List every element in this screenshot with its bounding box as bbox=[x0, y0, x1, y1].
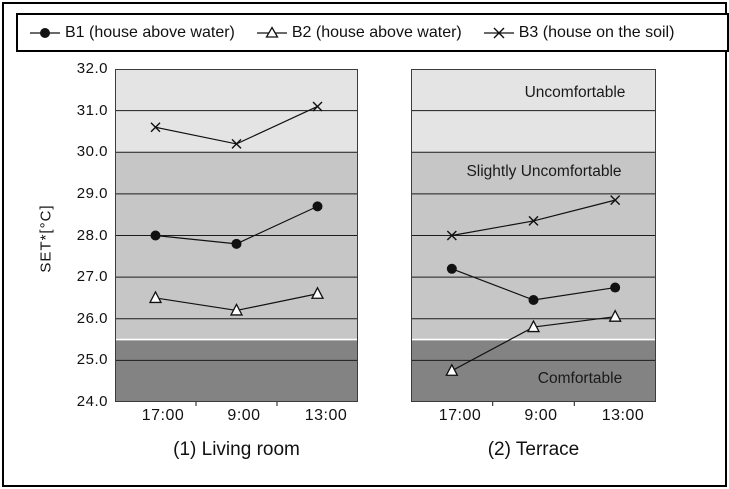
b3-x-cross-marker-icon bbox=[483, 27, 514, 38]
y-tick-label-26.0: 26.0 bbox=[76, 309, 108, 327]
data-point-b2 bbox=[445, 363, 459, 376]
y-tick-label-30.0: 30.0 bbox=[76, 143, 108, 161]
b1-filled-circle-marker-icon bbox=[30, 27, 60, 38]
data-point-b1 bbox=[446, 263, 457, 274]
plot-border bbox=[115, 69, 358, 402]
data-point-b2 bbox=[526, 319, 541, 333]
data-point-b1 bbox=[312, 201, 323, 212]
legend-label-b2: B2 (house above water) bbox=[291, 23, 462, 41]
data-point-b3 bbox=[528, 215, 539, 226]
x-tick-label-terrace-13: 13:00 bbox=[601, 407, 645, 424]
legend-label-b1: B1 (house above water) bbox=[65, 23, 235, 41]
legend-item-b2: B2 (house above water) bbox=[256, 23, 462, 42]
band-label-slightly-uncomfortable: Slightly Uncomfortable bbox=[466, 163, 622, 180]
data-point-b3 bbox=[231, 138, 242, 149]
data-point-b3 bbox=[312, 101, 323, 112]
legend-item-b3: B3 (house on the soil) bbox=[483, 23, 675, 42]
data-point-b1 bbox=[150, 230, 161, 241]
y-tick-label-32.0: 32.0 bbox=[76, 60, 108, 77]
y-tick-label-31.0: 31.0 bbox=[76, 101, 108, 119]
legend-item-b1: B1 (house above water) bbox=[30, 24, 235, 42]
b2-open-triangle-marker-icon bbox=[256, 25, 287, 38]
panel-title-terrace: (2) Terrace bbox=[487, 439, 580, 460]
x-tick-label-living-17: 17:00 bbox=[141, 407, 185, 424]
data-point-b3 bbox=[610, 195, 621, 206]
y-tick-label-27.0: 27.0 bbox=[76, 268, 108, 286]
y-tick-label-24.0: 24.0 bbox=[76, 393, 108, 410]
comfort-band-slightly-uncomfortable bbox=[411, 152, 656, 340]
legend: B1 (house above water) B2 (house above w… bbox=[16, 13, 729, 52]
data-point-b1 bbox=[610, 282, 621, 293]
plot-border bbox=[411, 69, 656, 402]
living-room-panel-plot bbox=[115, 69, 358, 406]
terrace-panel-plot bbox=[411, 69, 656, 406]
data-point-b3 bbox=[446, 230, 457, 241]
x-tick-label-terrace-9: 9:00 bbox=[524, 407, 558, 424]
data-point-b3 bbox=[150, 122, 161, 133]
data-point-b2 bbox=[608, 309, 622, 322]
band-label-comfortable: Comfortable bbox=[537, 370, 623, 387]
comfort-band-comfortable bbox=[115, 339, 358, 402]
data-point-b2 bbox=[148, 290, 163, 304]
y-tick-label-28.0: 28.0 bbox=[76, 226, 108, 244]
x-tick-label-living-9: 9:00 bbox=[227, 407, 261, 424]
x-tick-label-living-13: 13:00 bbox=[304, 407, 348, 424]
panel-title-living-room: (1) Living room bbox=[173, 439, 300, 460]
y-axis-label: SET*[°C] bbox=[37, 204, 55, 273]
band-label-uncomfortable: Uncomfortable bbox=[524, 84, 626, 101]
data-point-b2 bbox=[229, 303, 244, 316]
y-tick-label-25.0: 25.0 bbox=[76, 351, 108, 369]
data-point-b1 bbox=[231, 238, 242, 249]
legend-label-b3: B3 (house on the soil) bbox=[518, 23, 675, 41]
x-tick-label-terrace-17: 17:00 bbox=[438, 407, 482, 424]
data-point-b2 bbox=[310, 286, 325, 299]
y-tick-label-29.0: 29.0 bbox=[76, 184, 108, 202]
data-point-b1 bbox=[528, 295, 539, 306]
